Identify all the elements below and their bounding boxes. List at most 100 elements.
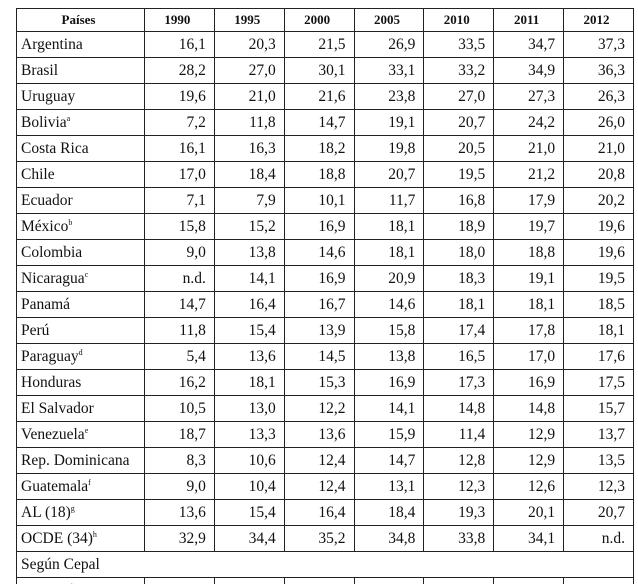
table-row: Costa Rica 16,1 16,3 18,2 19,8 20,5 21,0 21,0 <box>16 135 634 162</box>
value-cell: 13,0 <box>213 395 285 422</box>
value-cell: 14,8 <box>213 577 285 584</box>
value-cell: 11,7 <box>353 187 425 214</box>
country-cell: Boliviaa <box>16 109 145 136</box>
value-cell: 18,8 <box>493 239 565 266</box>
header-cell: Países <box>16 8 145 32</box>
value-cell: 17,4 <box>423 317 495 344</box>
country-name: Ecuador <box>21 191 73 209</box>
value-cell: 33,1 <box>353 57 425 84</box>
value-cell: 21,0 <box>563 135 634 162</box>
value-cell: 15,8 <box>144 213 215 240</box>
value-cell: 16,4 <box>283 499 355 526</box>
value-cell: 21,2 <box>493 161 565 188</box>
value-cell: 30,1 <box>283 57 355 84</box>
table-row: Rep. Dominicana 8,3 10,6 12,4 14,7 12,8 12,9 13… <box>16 447 634 474</box>
header-row: Países 1990 1995 2000 2005 2010 2011 2012 <box>16 8 634 32</box>
value-cell: 16,1 <box>144 31 215 58</box>
country-cell: Venezuelae <box>16 421 145 448</box>
value-cell: 24,2 <box>493 109 565 136</box>
value-cell: 21,0 <box>213 83 285 110</box>
value-cell: 13,8 <box>213 239 285 266</box>
value-cell: 9,0 <box>144 473 215 500</box>
table-row: Perú 11,8 15,4 13,9 15,8 17,4 17,8 18,1 <box>16 317 634 344</box>
value-cell: 13,1 <box>353 473 425 500</box>
value-cell: 18,1 <box>353 239 425 266</box>
country-name: Colombia <box>21 243 83 261</box>
value-cell: 19,1 <box>493 265 565 292</box>
value-cell: 10,5 <box>144 395 215 422</box>
value-cell: 27,0 <box>213 57 285 84</box>
country-name: Rep. Dominicana <box>21 451 130 469</box>
value-cell: 33,8 <box>423 525 495 552</box>
country-name: Guatemala <box>21 477 89 495</box>
country-cell: AL (18)i <box>16 577 145 584</box>
header-cell: 2000 <box>283 8 355 32</box>
country-name: OCDE (34) <box>21 529 93 547</box>
value-cell: 34,1 <box>493 525 565 552</box>
value-cell: 18,9 <box>423 213 495 240</box>
value-cell: 15,7 <box>283 577 355 584</box>
value-cell: 34,8 <box>353 525 425 552</box>
table-row: Méxicob 15,8 15,2 16,9 18,1 18,9 19,7 19,6 <box>16 213 634 240</box>
footnote-mark: i <box>71 582 73 584</box>
value-cell: 18,1 <box>213 369 285 396</box>
country-cell: El Salvador <box>16 395 145 422</box>
country-name: Brasil <box>21 61 59 79</box>
header-cell: 2005 <box>353 8 425 32</box>
value-cell: 14,7 <box>353 447 425 474</box>
country-name: AL (18) <box>21 503 71 521</box>
value-cell: 13,6 <box>213 343 285 370</box>
data-table: Países 1990 1995 2000 2005 2010 2011 2012 Argen… <box>16 8 634 584</box>
value-cell: 19,0 <box>493 577 565 584</box>
value-cell: 26,0 <box>563 109 634 136</box>
value-cell: 26,3 <box>563 83 634 110</box>
country-name: Nicaragua <box>21 269 85 287</box>
value-cell: 14,8 <box>423 395 495 422</box>
value-cell: 17,3 <box>423 369 495 396</box>
header-cell: 2010 <box>423 8 495 32</box>
table-row: Argentina 16,1 20,3 21,5 26,9 33,5 34,7 37,3 <box>16 31 634 58</box>
table-row: Venezuelae 18,7 13,3 13,6 15,9 11,4 12,9 13,7 <box>16 421 634 448</box>
footnote-mark: d <box>78 347 83 357</box>
value-cell: 14,7 <box>283 109 355 136</box>
country-name: Perú <box>21 321 50 339</box>
value-cell: 17,3 <box>353 577 425 584</box>
footnote-mark: g <box>70 503 75 513</box>
value-cell: 19,6 <box>563 239 634 266</box>
value-cell: 16,7 <box>283 291 355 318</box>
value-cell: 21,5 <box>283 31 355 58</box>
value-cell: 19,5 <box>423 161 495 188</box>
footnote-mark: c <box>84 269 89 279</box>
country-cell: Chile <box>16 161 145 188</box>
country-name: Paraguay <box>21 347 79 365</box>
value-cell: 17,0 <box>493 343 565 370</box>
value-cell: 18,2 <box>283 135 355 162</box>
value-cell: 20,3 <box>213 31 285 58</box>
value-cell: 21,0 <box>493 135 565 162</box>
value-cell: 12,3 <box>423 473 495 500</box>
value-cell: 17,8 <box>493 317 565 344</box>
value-cell: 18,3 <box>423 577 495 584</box>
table-row: Chile 17,0 18,4 18,8 20,7 19,5 21,2 20,8 <box>16 161 634 188</box>
value-cell: 28,2 <box>144 57 215 84</box>
value-cell: 14,1 <box>353 395 425 422</box>
header-cell: 2011 <box>493 8 565 32</box>
header-cell: 1990 <box>144 8 215 32</box>
value-cell: 35,2 <box>283 525 355 552</box>
value-cell: 12,4 <box>283 447 355 474</box>
value-cell: 10,6 <box>213 447 285 474</box>
footnote-mark: e <box>84 425 89 435</box>
country-cell: Brasil <box>16 57 145 84</box>
table-body: Argentina 16,1 20,3 21,5 26,9 33,5 34,7 37,3 Bra… <box>16 31 634 584</box>
country-cell: Honduras <box>16 369 145 396</box>
value-cell: 7,2 <box>144 109 215 136</box>
value-cell: 14,6 <box>283 239 355 266</box>
country-name: Costa Rica <box>21 139 89 157</box>
value-cell: 16,9 <box>493 369 565 396</box>
value-cell: 19,1 <box>353 109 425 136</box>
table-row: Ecuador 7,1 7,9 10,1 11,7 16,8 17,9 20,2 <box>16 187 634 214</box>
value-cell: 33,5 <box>423 31 495 58</box>
table-row: Panamá 14,7 16,4 16,7 14,6 18,1 18,1 18,5 <box>16 291 634 318</box>
country-cell: Costa Rica <box>16 135 145 162</box>
